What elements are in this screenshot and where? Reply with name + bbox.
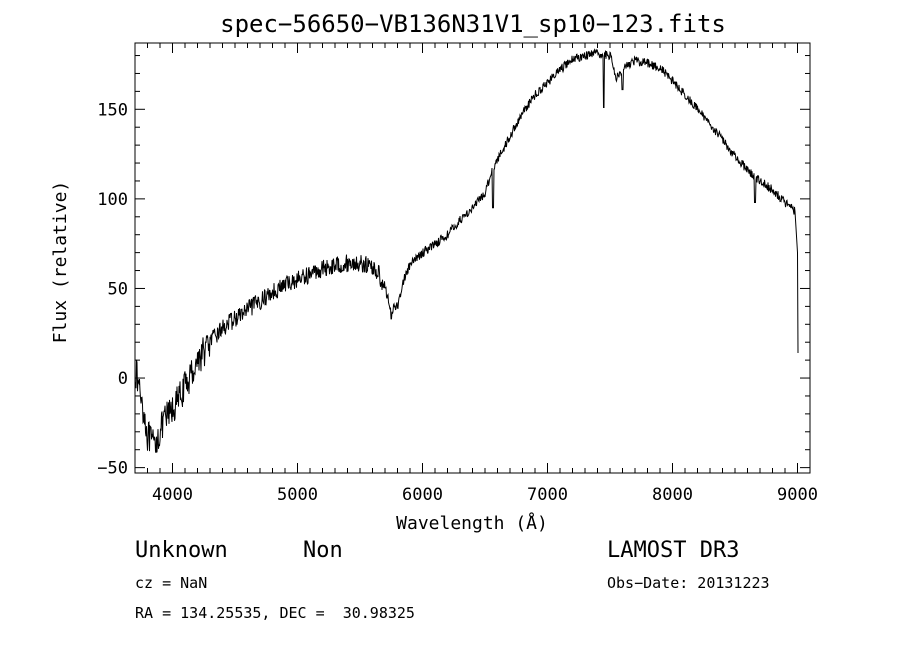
survey-name: LAMOST DR3 (607, 538, 740, 563)
x-axis-label: Wavelength (Å) (396, 512, 548, 534)
y-tick-label: 50 (108, 279, 128, 299)
spectrum-line (134, 48, 799, 454)
plot-frame (134, 42, 811, 474)
object-class: Unknown (135, 538, 228, 563)
x-tick-label: 4000 (152, 485, 193, 505)
x-tick-label: 7000 (527, 485, 568, 505)
x-tick-label: 9000 (777, 485, 818, 505)
x-tick-label: 6000 (402, 485, 443, 505)
y-axis-label: Flux (relative) (50, 181, 71, 344)
axis-ticks (134, 43, 811, 473)
y-tick-label: 150 (97, 100, 128, 120)
y-tick-label: 100 (97, 190, 128, 210)
chart-title: spec−56650−VB136N31V1_sp10−123.fits (220, 10, 726, 38)
x-tick-label: 5000 (277, 485, 318, 505)
y-tick-label: −50 (97, 459, 128, 479)
tick-labels: 4000 5000 6000 7000 8000 9000 −50 0 50 100 150 (97, 100, 818, 505)
x-tick-label: 8000 (652, 485, 693, 505)
coords-text: RA = 134.25535, DEC = 30.98325 (135, 604, 415, 622)
object-subclass: Non (303, 538, 343, 563)
obs-date-text: Obs−Date: 20131223 (607, 574, 770, 592)
redshift-text: cz = NaN (135, 574, 208, 592)
y-tick-label: 0 (118, 369, 128, 389)
